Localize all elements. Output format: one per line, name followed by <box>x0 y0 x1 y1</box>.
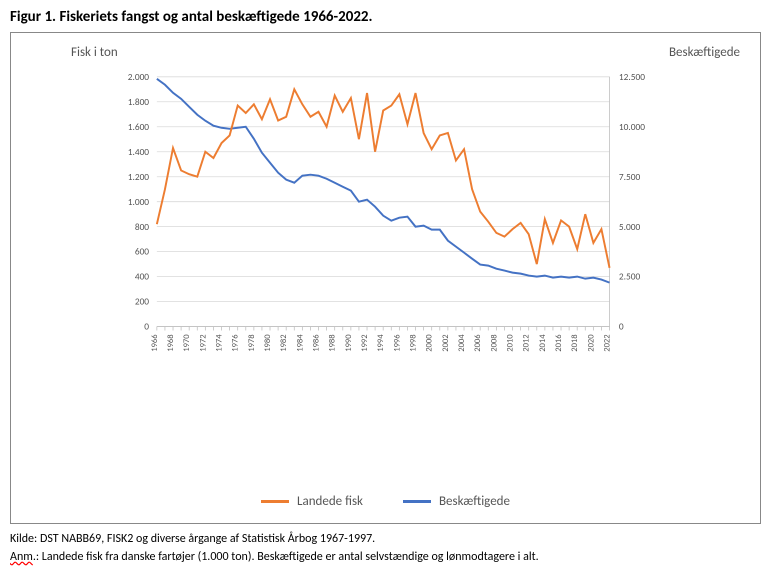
svg-text:1.800: 1.800 <box>128 96 150 108</box>
svg-text:2022: 2022 <box>603 334 613 351</box>
svg-text:1998: 1998 <box>409 334 419 351</box>
svg-text:200: 200 <box>135 296 149 308</box>
svg-text:1990: 1990 <box>344 334 354 352</box>
legend-swatch-1 <box>261 500 289 503</box>
svg-text:7.500: 7.500 <box>619 171 641 183</box>
svg-text:1968: 1968 <box>166 334 176 351</box>
chart-plot: 0 200 400 600 800 1.000 1.200 1.400 1.600 1.800 2.… <box>101 69 681 389</box>
series-landede-fisk <box>157 89 610 268</box>
note-rest: .: Landede fisk fra danske fartøjer (1.0… <box>33 550 539 564</box>
svg-text:1966: 1966 <box>150 334 160 352</box>
svg-text:1.600: 1.600 <box>128 121 150 133</box>
svg-text:800: 800 <box>135 221 149 233</box>
svg-text:2020: 2020 <box>586 334 596 352</box>
source-text: Kilde: DST NABB69, FISK2 og diverse årga… <box>10 532 375 546</box>
svg-text:2.500: 2.500 <box>619 271 641 283</box>
y-right-axis-title: Beskæftigede <box>669 45 740 60</box>
svg-text:2014: 2014 <box>538 334 548 352</box>
svg-text:12.500: 12.500 <box>619 71 645 83</box>
svg-text:2016: 2016 <box>554 334 564 352</box>
svg-text:1978: 1978 <box>247 334 257 351</box>
svg-text:1992: 1992 <box>360 334 370 351</box>
svg-text:2.000: 2.000 <box>128 71 150 83</box>
svg-text:10.000: 10.000 <box>619 121 645 133</box>
legend-item-landede-fisk: Landede fisk <box>261 494 363 509</box>
svg-text:1982: 1982 <box>279 334 289 351</box>
svg-text:2012: 2012 <box>522 334 532 351</box>
svg-text:0: 0 <box>619 321 624 333</box>
svg-text:2002: 2002 <box>441 334 451 351</box>
svg-text:5.000: 5.000 <box>619 221 641 233</box>
svg-text:2008: 2008 <box>489 334 499 351</box>
chart-container: Fisk i ton Beskæftigede 0 200 400 600 800 1.0… <box>10 32 761 524</box>
svg-text:2000: 2000 <box>425 334 435 352</box>
svg-text:1988: 1988 <box>328 334 338 351</box>
svg-text:1986: 1986 <box>312 334 322 352</box>
y-left-axis-title: Fisk i ton <box>71 45 118 60</box>
svg-text:1.000: 1.000 <box>128 196 150 208</box>
svg-text:1974: 1974 <box>215 334 225 352</box>
svg-text:2018: 2018 <box>570 334 580 351</box>
svg-text:1980: 1980 <box>263 334 273 352</box>
legend: Landede fisk Beskæftigede <box>11 494 760 509</box>
note-text: Anm.: Landede fisk fra danske fartøjer (… <box>10 550 539 564</box>
svg-text:400: 400 <box>135 271 149 283</box>
svg-text:2006: 2006 <box>473 334 483 352</box>
svg-text:1984: 1984 <box>295 334 305 352</box>
svg-text:1972: 1972 <box>198 334 208 351</box>
svg-text:0: 0 <box>144 321 149 333</box>
svg-text:1976: 1976 <box>231 334 241 352</box>
legend-swatch-2 <box>403 500 431 503</box>
svg-text:1994: 1994 <box>376 334 386 352</box>
svg-text:1970: 1970 <box>182 334 192 352</box>
figure-title: Figur 1. Fiskeriets fangst og antal besk… <box>0 0 771 30</box>
svg-text:1.400: 1.400 <box>128 146 150 158</box>
svg-text:2004: 2004 <box>457 334 467 352</box>
legend-label-1: Landede fisk <box>297 494 363 509</box>
note-prefix: Anm <box>10 550 33 564</box>
svg-text:1996: 1996 <box>392 334 402 352</box>
legend-item-beskaeftigede: Beskæftigede <box>403 494 510 509</box>
svg-text:1.200: 1.200 <box>128 171 150 183</box>
svg-text:2010: 2010 <box>506 334 516 352</box>
svg-text:600: 600 <box>135 246 149 258</box>
legend-label-2: Beskæftigede <box>439 494 510 509</box>
